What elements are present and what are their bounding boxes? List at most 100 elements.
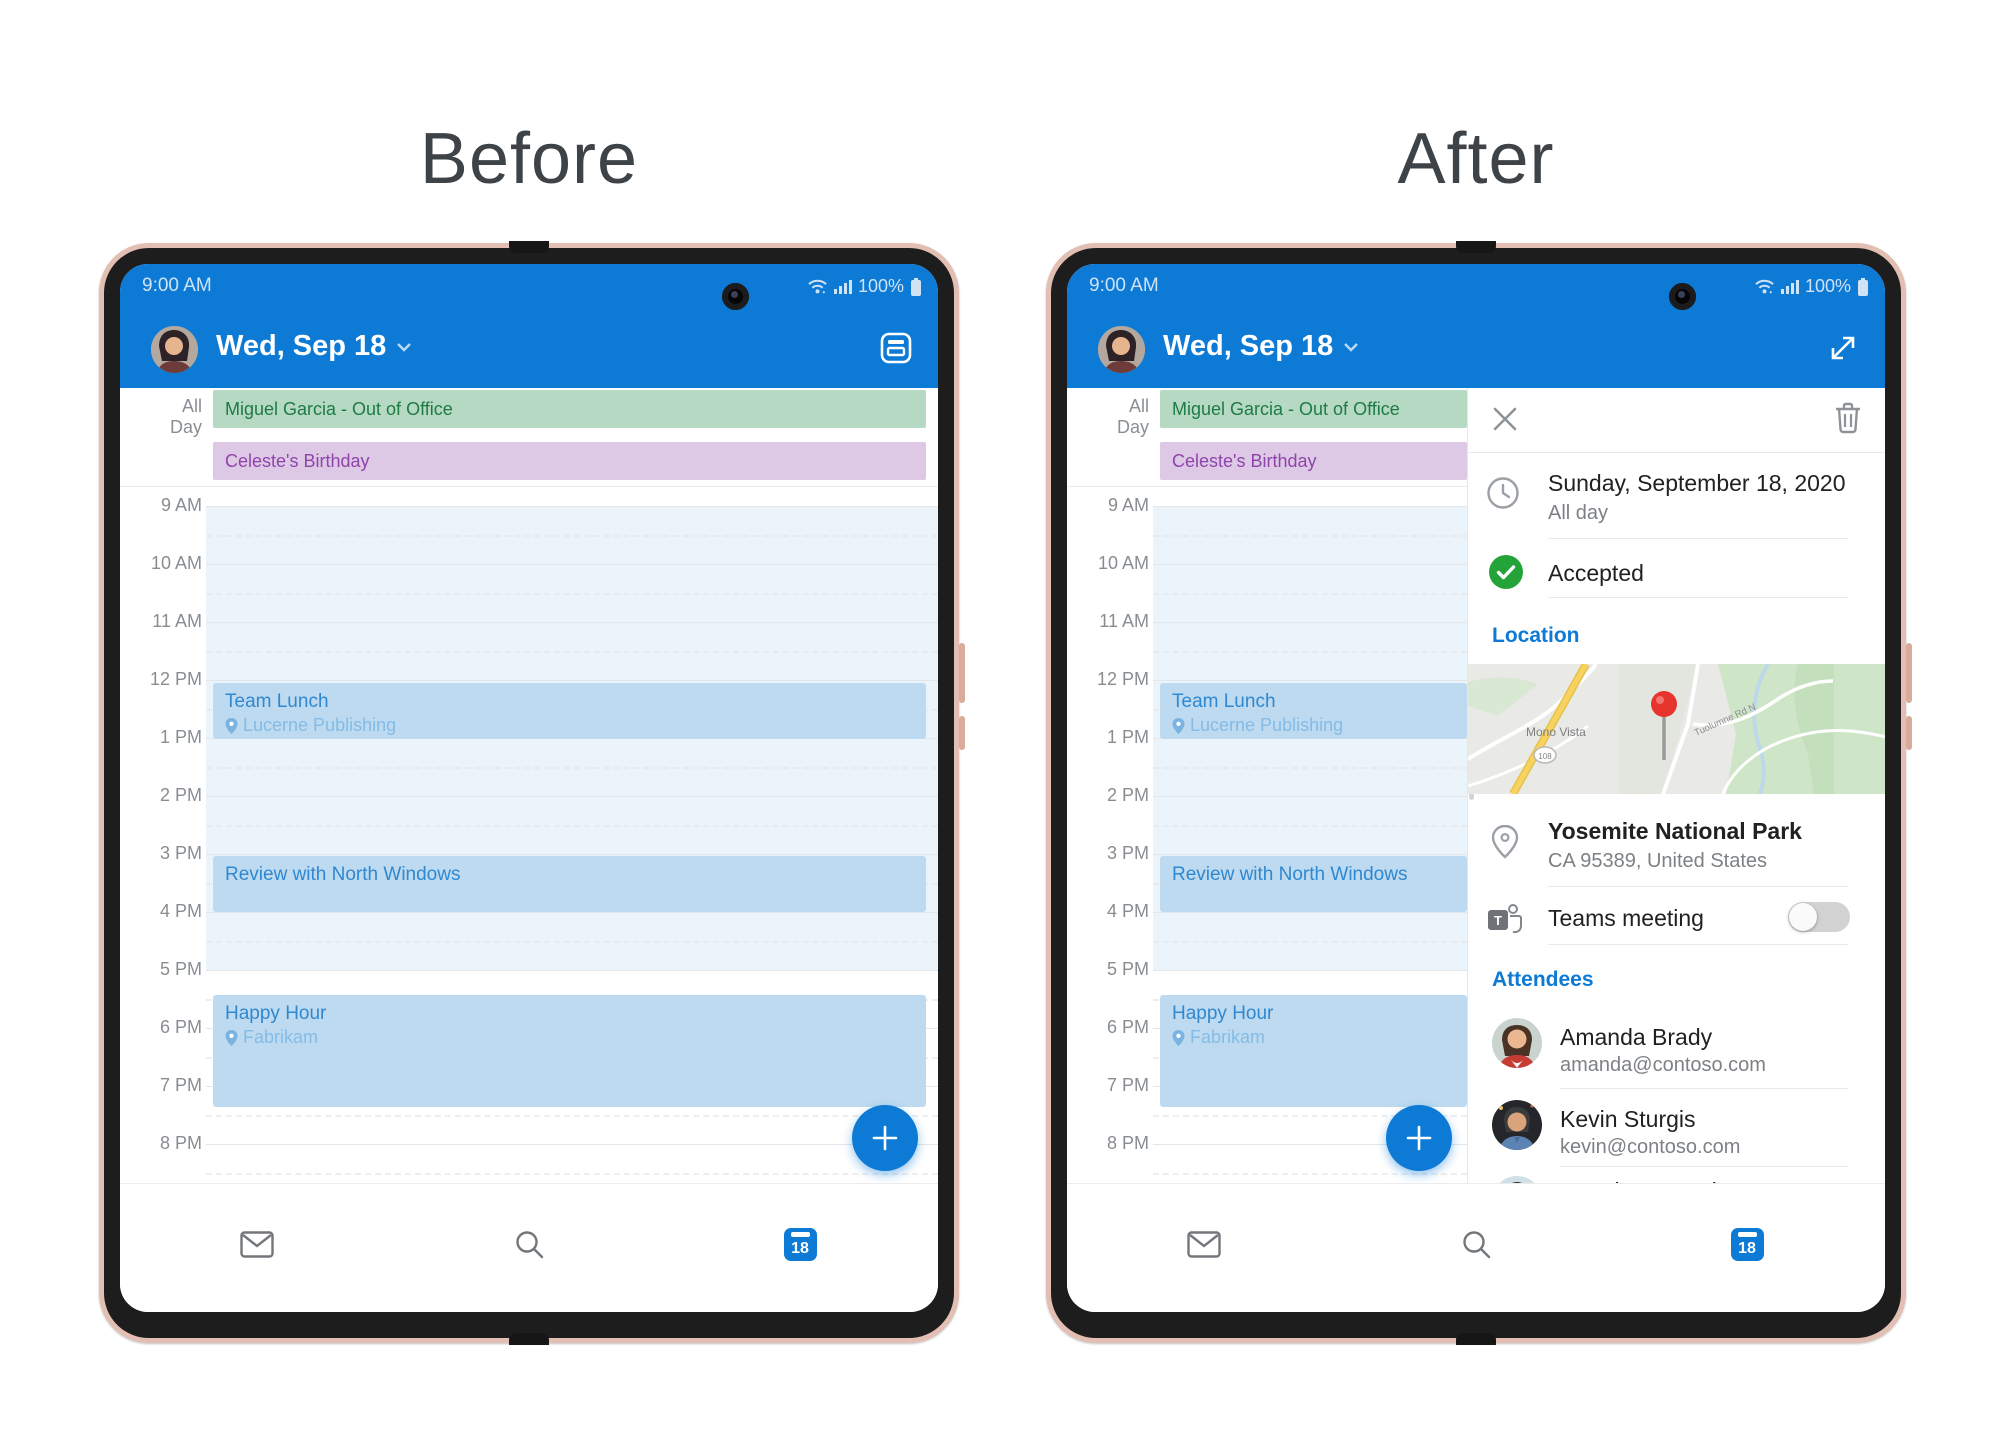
half-hour-line [1153, 1173, 1467, 1175]
divider [1560, 1166, 1848, 1167]
half-hour-line [1153, 1115, 1467, 1117]
half-hour-line [1153, 767, 1467, 769]
location-section-header[interactable]: Location [1492, 624, 1580, 647]
location-map[interactable]: Mono Vista 108 Tuolumne Rd N [1468, 664, 1885, 794]
hour-label: 10 AM [150, 553, 202, 573]
mail-tab[interactable] [1184, 1224, 1224, 1264]
hour-label: 1 PM [159, 727, 202, 747]
hour-label: 11 AM [152, 611, 202, 631]
agenda-view-button[interactable] [876, 328, 916, 368]
all-day-event-miguel[interactable]: Miguel Garcia - Out of Office [213, 390, 926, 428]
all-day-section: All Day Miguel Garcia - Out of Office Ce… [120, 388, 938, 487]
date-picker[interactable]: Wed, Sep 18 [216, 330, 412, 363]
all-day-label: All Day [169, 396, 202, 437]
calendar-tab[interactable]: 18 [1727, 1224, 1767, 1264]
event-happy-hour[interactable]: Happy Hour Fabrikam [213, 995, 926, 1107]
rsvp-status[interactable]: Accepted [1548, 560, 1644, 586]
divider [1548, 944, 1848, 945]
close-icon[interactable] [1490, 404, 1520, 434]
hour-line [1153, 564, 1467, 565]
hour-label: 3 PM [159, 843, 202, 863]
all-day-event-celeste[interactable]: Celeste's Birthday [213, 442, 926, 480]
chevron-down-icon [396, 342, 412, 352]
wifi-icon [807, 278, 828, 295]
attendee-avatar[interactable] [1492, 1018, 1542, 1068]
app-header: 9:00 AM 100% Wed, Sep 18 [1067, 264, 1885, 388]
day-grid: 9 AM 10 AM 11 AM 12 PM 1 PM 2 PM 3 PM 4 … [1067, 486, 1467, 1184]
hour-line [206, 680, 938, 681]
hour-line [206, 970, 938, 971]
event-location: Lucerne Publishing [243, 715, 397, 735]
venue-name[interactable]: Yosemite National Park [1548, 818, 1802, 844]
event-team-lunch[interactable]: Team Lunch Lucerne Publishing [213, 683, 926, 739]
divider [1548, 538, 1848, 539]
event-location: Lucerne Publishing [1190, 715, 1344, 735]
hour-line [1153, 796, 1467, 797]
all-day-event-celeste[interactable]: Celeste's Birthday [1160, 442, 1467, 480]
add-event-fab[interactable] [1386, 1105, 1452, 1171]
all-day-event-miguel[interactable]: Miguel Garcia - Out of Office [1160, 390, 1467, 428]
hour-label: 7 PM [159, 1075, 202, 1095]
event-title: Team Lunch [225, 691, 329, 712]
account-avatar[interactable] [1098, 326, 1145, 373]
event-review-north-windows[interactable]: Review with North Windows [213, 856, 926, 912]
hour-label: 2 PM [159, 785, 202, 805]
event-title: Review with North Windows [225, 864, 461, 885]
attendee-avatar[interactable] [1492, 1100, 1542, 1150]
half-hour-line [1153, 941, 1467, 943]
half-hour-line [206, 941, 938, 943]
attendee-email: kevin@contoso.com [1560, 1136, 1741, 1158]
status-time: 9:00 AM [1089, 275, 1159, 296]
hour-line [1153, 622, 1467, 623]
hour-label: 4 PM [1106, 901, 1149, 921]
half-hour-line [1153, 825, 1467, 827]
event-review-north-windows[interactable]: Review with North Windows [1160, 856, 1467, 912]
hour-line [206, 506, 938, 507]
expand-view-button[interactable] [1823, 328, 1863, 368]
date-picker[interactable]: Wed, Sep 18 [1163, 330, 1359, 363]
all-day-label: All Day [1116, 396, 1149, 437]
screen-before: 9:00 AM 100% Wed, Sep 18 All Day Miguel … [120, 264, 938, 1312]
hour-label: 5 PM [159, 959, 202, 979]
signal-icon [1780, 279, 1799, 295]
half-hour-line [206, 651, 938, 653]
front-camera [1669, 283, 1696, 310]
battery-icon [910, 277, 922, 296]
svg-text:T: T [1494, 913, 1502, 928]
event-location: Fabrikam [243, 1027, 319, 1047]
location-pin-icon [1172, 1029, 1185, 1046]
event-location: Fabrikam [1190, 1027, 1266, 1047]
delete-icon[interactable] [1834, 402, 1862, 434]
phone-before: 9:00 AM 100% Wed, Sep 18 All Day Miguel … [99, 241, 965, 1345]
hour-line [1153, 970, 1467, 971]
teams-meeting-toggle[interactable] [1788, 902, 1850, 932]
bottom-nav: 18 [120, 1183, 938, 1312]
event-happy-hour[interactable]: Happy Hour Fabrikam [1160, 995, 1467, 1107]
search-tab[interactable] [1456, 1224, 1496, 1264]
event-team-lunch[interactable]: Team Lunch Lucerne Publishing [1160, 683, 1467, 739]
account-avatar[interactable] [151, 326, 198, 373]
location-pin-icon [225, 717, 238, 734]
event-duration: All day [1548, 502, 1609, 524]
hour-line [206, 622, 938, 623]
half-hour-line [206, 1115, 938, 1117]
hour-label: 10 AM [1097, 553, 1149, 573]
hour-label: 4 PM [159, 901, 202, 921]
svg-text:108: 108 [1538, 752, 1552, 761]
before-title: Before [419, 119, 639, 199]
status-icons: 100% [1754, 276, 1869, 297]
half-hour-line [206, 535, 938, 537]
venue-address: CA 95389, United States [1548, 850, 1768, 872]
signal-icon [833, 279, 852, 295]
calendar-day-number: 18 [791, 1239, 809, 1257]
search-tab[interactable] [509, 1224, 549, 1264]
calendar-tab[interactable]: 18 [780, 1224, 820, 1264]
calendar-tab-icon: 18 [1730, 1227, 1764, 1261]
mail-tab[interactable] [237, 1224, 277, 1264]
half-hour-line [1153, 535, 1467, 537]
add-event-fab[interactable] [852, 1105, 918, 1171]
calendar-day-number: 18 [1738, 1239, 1756, 1257]
hour-label: 11 AM [1099, 611, 1149, 631]
hour-line [1153, 854, 1467, 855]
battery-percent: 100% [1804, 276, 1851, 296]
